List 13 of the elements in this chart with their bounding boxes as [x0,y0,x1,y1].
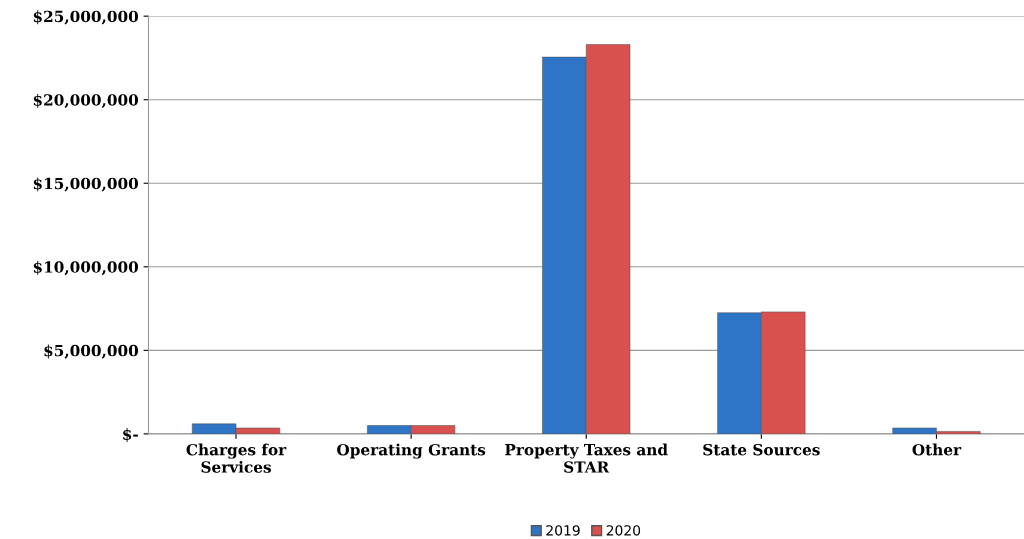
y-tick-label: $10,000,000 [33,260,139,276]
y-tick-label: $25,000,000 [33,10,139,25]
x-tick-label: State Sources [703,443,820,456]
y-tick-label: $15,000,000 [33,177,139,192]
y-tick-label: $5,000,000 [44,344,139,359]
x-tick-label: Charges for Services [186,443,287,473]
x-tick-label: Property Taxes and STAR [505,443,668,473]
y-tick-label: $- [123,428,138,442]
y-tick-label: $20,000,000 [33,93,139,109]
legend-label: 2019 [546,525,580,536]
x-tick-label: Operating Grants [337,443,486,459]
x-tick-label: Other [912,443,962,456]
legend-label: 2020 [606,525,641,536]
